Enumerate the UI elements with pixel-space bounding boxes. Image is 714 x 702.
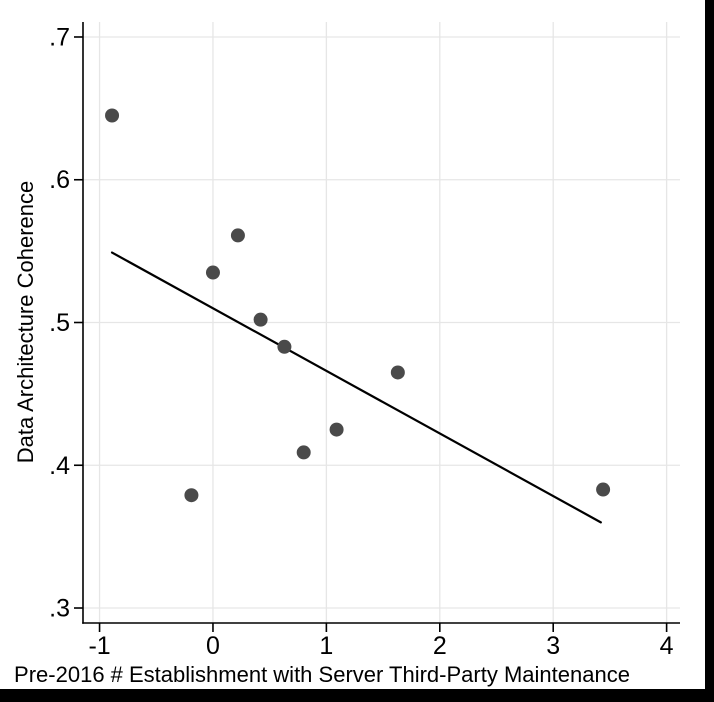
y-tick-label: .4 xyxy=(49,452,70,480)
data-point xyxy=(253,312,268,327)
x-axis-tick-labels: -1 0 1 2 3 4 xyxy=(88,632,673,660)
x-tick-label: 1 xyxy=(319,632,333,660)
fit-line xyxy=(110,251,602,524)
y-axis-title: Data Architecture Coherence xyxy=(13,181,38,464)
x-tick-label: 2 xyxy=(433,632,447,660)
data-point xyxy=(390,365,405,380)
data-points xyxy=(105,108,611,503)
x-tick-label: 3 xyxy=(546,632,560,660)
y-tick-label: .6 xyxy=(49,166,70,194)
data-point xyxy=(230,228,245,243)
x-tick-label: -1 xyxy=(88,632,110,660)
y-tick-label: .7 xyxy=(49,23,70,51)
data-point xyxy=(277,339,292,354)
data-point xyxy=(296,445,311,460)
y-axis-ticks xyxy=(74,36,83,609)
x-axis-ticks xyxy=(98,623,668,632)
y-tick-label: .3 xyxy=(49,595,70,623)
regression-line xyxy=(110,251,602,524)
right-letterbox-bar xyxy=(705,0,714,702)
data-point xyxy=(105,108,120,123)
data-point xyxy=(184,488,199,503)
data-point xyxy=(596,482,611,497)
y-axis-tick-labels: .3 .4 .5 .6 .7 xyxy=(49,23,70,622)
bottom-letterbox-bar xyxy=(0,689,714,702)
y-tick-label: .5 xyxy=(49,309,70,337)
x-axis-title: Pre-2016 # Establishment with Server Thi… xyxy=(14,662,630,687)
gridlines xyxy=(83,22,680,623)
x-tick-label: 0 xyxy=(206,632,220,660)
x-tick-label: 4 xyxy=(660,632,674,660)
data-point xyxy=(329,422,344,437)
x-axis: -1 0 1 2 3 4 Pre-2016 # Establishment with Se… xyxy=(14,622,680,687)
data-point xyxy=(205,265,220,280)
y-axis: .3 .4 .5 .6 .7 Data Architecture Coherence xyxy=(13,22,84,624)
